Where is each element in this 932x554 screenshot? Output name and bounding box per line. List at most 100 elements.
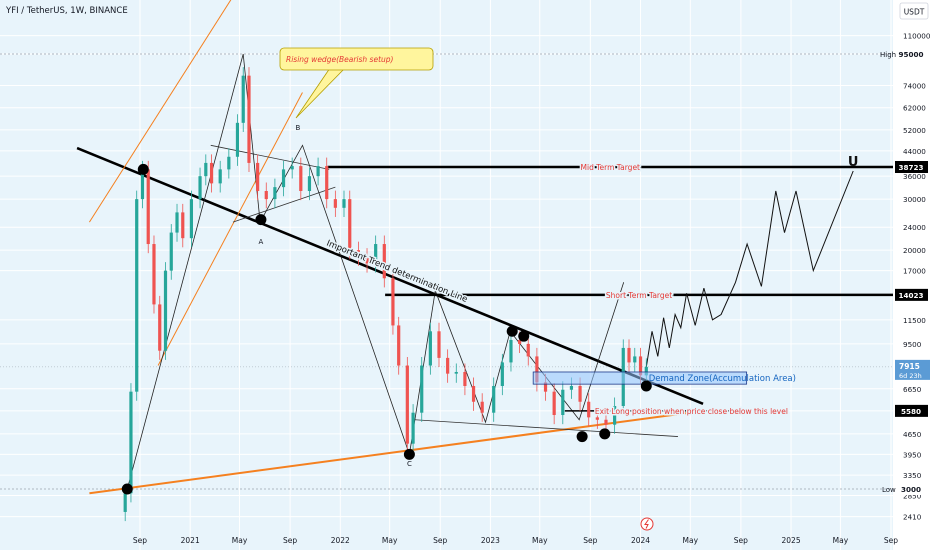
candle-body (299, 166, 303, 192)
candle-body (227, 156, 231, 170)
candle-body (135, 199, 139, 392)
candle (264, 182, 268, 209)
candle (218, 160, 222, 193)
x-axis: Sep 2021 May Sep 2022 May Sep 2023 May Sep 2024 May… (133, 536, 898, 545)
candle-body (405, 365, 409, 444)
demand-zone-label: Demand Zone(Accumulation Area) (649, 374, 796, 384)
candle (428, 322, 432, 375)
projection-path (645, 170, 854, 368)
candle-body (552, 391, 556, 416)
y-tick-label: 9500 (903, 340, 922, 349)
candle-body (356, 250, 360, 257)
x-tick-label: 2024 (631, 536, 650, 545)
candle-body (307, 176, 312, 192)
trend-determination-line (76, 146, 704, 406)
candle (595, 408, 599, 429)
candle (152, 235, 156, 314)
candle-body (535, 356, 539, 383)
y-tick-label: 24000 (903, 223, 926, 232)
candle-body (627, 347, 631, 363)
price-tag-label: 3000 (901, 485, 921, 494)
candle (348, 190, 352, 260)
callout-box (279, 47, 434, 71)
tradingview-logo-icon[interactable] (640, 517, 654, 531)
currency-button[interactable]: USDT (899, 2, 929, 20)
x-tick-label: May (532, 536, 548, 545)
candle (342, 190, 346, 217)
lower-wedge-line (414, 419, 678, 437)
candle-body (169, 232, 173, 271)
candle-body (333, 199, 337, 208)
candle (163, 262, 168, 360)
candle (382, 235, 386, 288)
price-tag (895, 48, 928, 61)
candle-body (518, 339, 522, 344)
candle-body (543, 382, 548, 392)
candle-body (365, 256, 369, 264)
target-level-label: Exit Long position when price close belo… (595, 407, 788, 416)
candle-body (342, 199, 346, 208)
candle-body (209, 162, 214, 184)
y-tick-label: 52000 (903, 126, 926, 135)
currency-button-label: USDT (904, 8, 925, 17)
candle-body (152, 244, 156, 305)
callout-text: Rising wedge(Bearish setup) (286, 55, 394, 64)
x-tick-label: Sep (884, 536, 898, 545)
candle (333, 190, 337, 217)
candle (273, 178, 277, 209)
low-label: Low (882, 486, 896, 494)
y-tick-label: 2410 (903, 513, 922, 522)
wave-label: B (296, 124, 301, 132)
candle (500, 353, 504, 396)
candle-body (325, 166, 329, 200)
candle (158, 295, 162, 360)
price-tag (895, 288, 928, 301)
candle (146, 160, 150, 254)
candle-body (446, 357, 450, 374)
y-tick-label: 3950 (903, 450, 922, 459)
candle (356, 241, 360, 266)
candle (561, 381, 565, 425)
candle (227, 148, 231, 179)
candle-body (411, 412, 415, 444)
wave-label: C (407, 460, 412, 468)
candle (405, 357, 409, 453)
candle (552, 383, 556, 425)
candle-body (454, 371, 458, 374)
pivot-marker (403, 448, 415, 460)
y-tick-label: 110000 (903, 32, 931, 41)
candle-body (526, 343, 530, 357)
x-tick-label: Sep (133, 536, 147, 545)
candle (198, 167, 202, 209)
candle-body (146, 169, 150, 245)
candle (169, 224, 173, 280)
orange-channel-bottom-line (157, 92, 303, 366)
candle-body (264, 191, 268, 200)
candles (123, 67, 648, 522)
candle (397, 316, 401, 375)
candle-body (290, 166, 294, 170)
orange-support-line (89, 409, 704, 495)
x-tick-label: May (833, 536, 849, 545)
grid (0, 0, 893, 550)
candle (281, 160, 286, 197)
pivot-marker (518, 330, 530, 342)
candle (471, 377, 476, 411)
y-tick-label: 36000 (903, 172, 926, 181)
candle (316, 157, 320, 186)
demand-zone (532, 371, 748, 385)
candle (181, 203, 185, 248)
candle (391, 269, 395, 335)
candle (299, 157, 303, 201)
candle-body (374, 244, 378, 264)
symbol-info: YFI / TetherUS, 1W, BINANCE (5, 6, 128, 16)
target-level-label: Short Term Target (606, 291, 672, 300)
x-tick-label: 2021 (181, 536, 200, 545)
y-tick-label: 44000 (903, 147, 926, 156)
candle-body (235, 122, 240, 157)
high-label: High (880, 51, 896, 59)
candle-body (198, 176, 202, 200)
candle (209, 154, 214, 193)
x-tick-label: 2025 (782, 536, 801, 545)
